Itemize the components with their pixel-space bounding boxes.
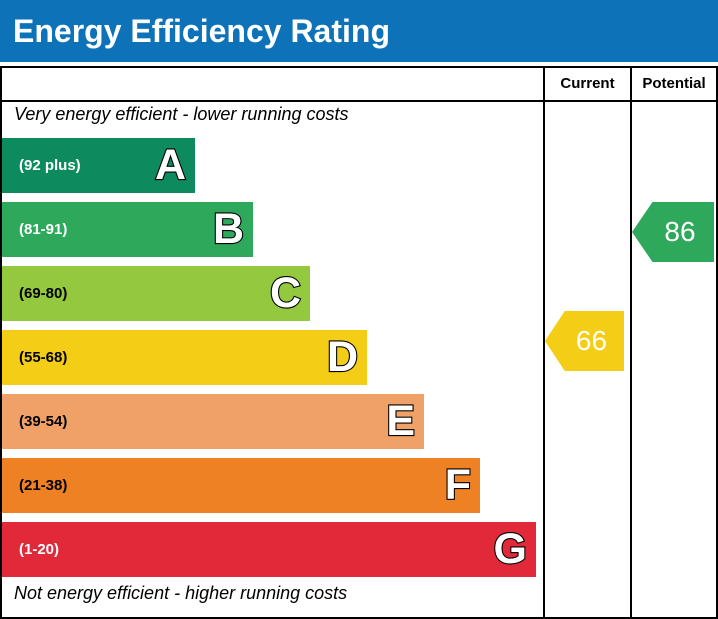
band-g: (1-20) G: [2, 522, 536, 577]
band-d: (55-68) D: [2, 330, 367, 385]
band-f: (21-38) F: [2, 458, 480, 513]
band-b: (81-91) B: [2, 202, 253, 257]
band-e-range: (39-54): [19, 413, 68, 430]
band-b-letter: B: [212, 205, 245, 253]
potential-column-divider: [630, 68, 632, 617]
potential-rating-arrow: 86: [632, 202, 714, 262]
current-column-divider: [543, 68, 545, 617]
band-f-range: (21-38): [19, 477, 68, 494]
band-c: (69-80) C: [2, 266, 310, 321]
header-bottom-border: [2, 100, 716, 102]
potential-rating-value: 86: [664, 216, 696, 247]
band-a-letter: A: [154, 141, 187, 189]
band-d-letter: D: [326, 333, 359, 381]
caption-very-efficient: Very energy efficient - lower running co…: [14, 104, 349, 124]
band-g-letter: G: [492, 525, 528, 573]
potential-column-header: Potential: [642, 75, 706, 92]
caption-not-efficient: Not energy efficient - higher running co…: [14, 583, 348, 603]
band-e-letter: E: [385, 397, 416, 445]
band-b-range: (81-91): [19, 221, 68, 238]
title-bar: Energy Efficiency Rating: [0, 0, 718, 62]
current-rating-value: 66: [575, 325, 608, 356]
band-g-range: (1-20): [19, 541, 60, 558]
band-e: (39-54) E: [2, 394, 424, 449]
page-title: Energy Efficiency Rating: [13, 12, 390, 49]
band-a: (92 plus) A: [2, 138, 195, 193]
band-f-letter: F: [444, 461, 473, 509]
band-c-range: (69-80): [19, 285, 68, 302]
current-column-header: Current: [560, 75, 615, 92]
band-a-range: (92 plus): [19, 157, 81, 174]
band-c-letter: C: [269, 269, 302, 317]
band-d-range: (55-68): [19, 349, 68, 366]
current-rating-arrow: 66: [545, 311, 624, 371]
energy-rating-table: Current Potential Very energy efficient …: [0, 66, 718, 619]
